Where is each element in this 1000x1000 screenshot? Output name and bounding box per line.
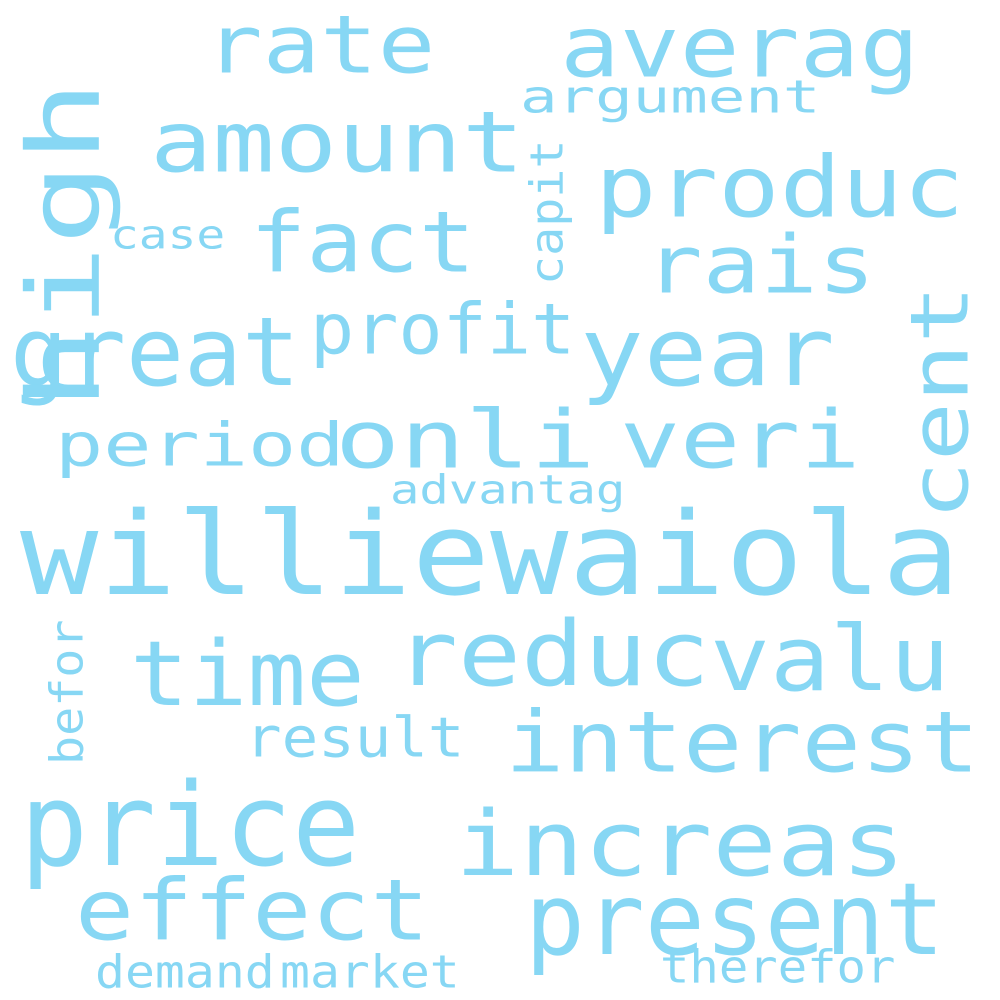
word-great: great (10, 296, 301, 408)
word-cent: cent (893, 284, 987, 520)
word-time: time (130, 622, 365, 727)
word-fact: fact (250, 192, 476, 292)
word-argument: argument (520, 71, 821, 124)
word-result: result (245, 705, 465, 770)
word-reduc: reduc (395, 602, 710, 707)
word-rate: rate (205, 0, 436, 92)
word-advantag: advantag (390, 466, 626, 513)
word-effect: effect (75, 860, 430, 960)
word-valu: valu (710, 607, 950, 712)
word-capit: capit (521, 139, 574, 285)
word-increas: increas (455, 792, 906, 897)
word-produc: produc (595, 137, 965, 237)
word-veri: veri (620, 393, 861, 487)
word-averag: averag (560, 0, 920, 97)
word-market: market (280, 946, 460, 999)
word-demand: demand (95, 946, 275, 999)
word-befor: befor (41, 619, 94, 765)
word-high: high (6, 80, 123, 411)
word-therefor: therefor (660, 941, 896, 994)
word-present: present (525, 861, 945, 978)
word-period: period (55, 410, 345, 480)
word-case: case (110, 211, 226, 258)
word-interest: interest (505, 692, 980, 792)
word-williewaiola: williewaiola (20, 487, 961, 622)
word-rais: rais (645, 218, 876, 312)
word-amount: amount (150, 92, 525, 192)
word-onli: onli (335, 393, 596, 487)
word-price: price (20, 758, 361, 893)
word-year: year (580, 296, 835, 408)
word-profit: profit (310, 289, 576, 371)
